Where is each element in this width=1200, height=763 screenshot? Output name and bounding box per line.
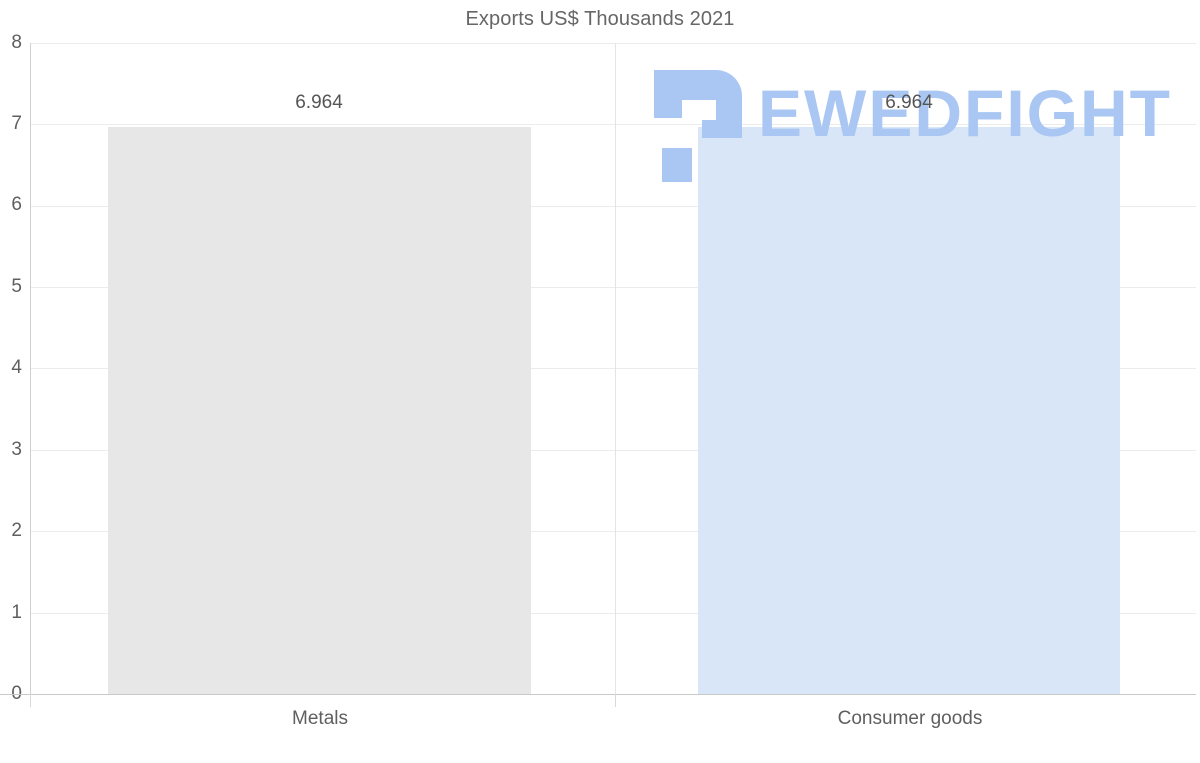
chart-title: Exports US$ Thousands 2021 [465, 8, 735, 30]
y-axis-tick-label-1: 1 [11, 602, 22, 623]
y-axis-tick-label-2: 2 [11, 520, 22, 541]
bar-value-label-consumer-goods: 6.964 [885, 92, 933, 113]
y-axis-tick-label-3: 3 [11, 439, 22, 460]
x-axis-tick-divider [615, 694, 616, 707]
x-axis-label-consumer-goods: Consumer goods [837, 708, 983, 729]
y-axis-tick-label-5: 5 [11, 276, 22, 297]
gridline-2 [30, 531, 1196, 532]
x-axis-line [0, 694, 1196, 695]
gridline-7 [30, 124, 1196, 125]
gridline-4 [30, 368, 1196, 369]
bar-value-label-metals: 6.964 [295, 92, 343, 113]
category-divider-gridline [615, 43, 616, 694]
gridline-8 [30, 43, 1196, 44]
bar-consumer-goods[interactable] [698, 127, 1120, 694]
gridline-5 [30, 287, 1196, 288]
y-axis-tick-label-4: 4 [11, 357, 22, 378]
plot-area [30, 43, 1196, 694]
x-axis-label-metals: Metals [292, 708, 348, 729]
y-axis-line [30, 43, 31, 694]
gridline-6 [30, 206, 1196, 207]
bar-metals[interactable] [108, 127, 531, 694]
x-axis-tick-start [30, 694, 31, 707]
y-axis-tick-label-0: 0 [0, 683, 22, 705]
gridline-3 [30, 450, 1196, 451]
y-axis-tick-label-8: 8 [11, 32, 22, 53]
gridline-1 [30, 613, 1196, 614]
y-axis-tick-label-6: 6 [11, 194, 22, 215]
y-axis-tick-label-7: 7 [11, 113, 22, 134]
